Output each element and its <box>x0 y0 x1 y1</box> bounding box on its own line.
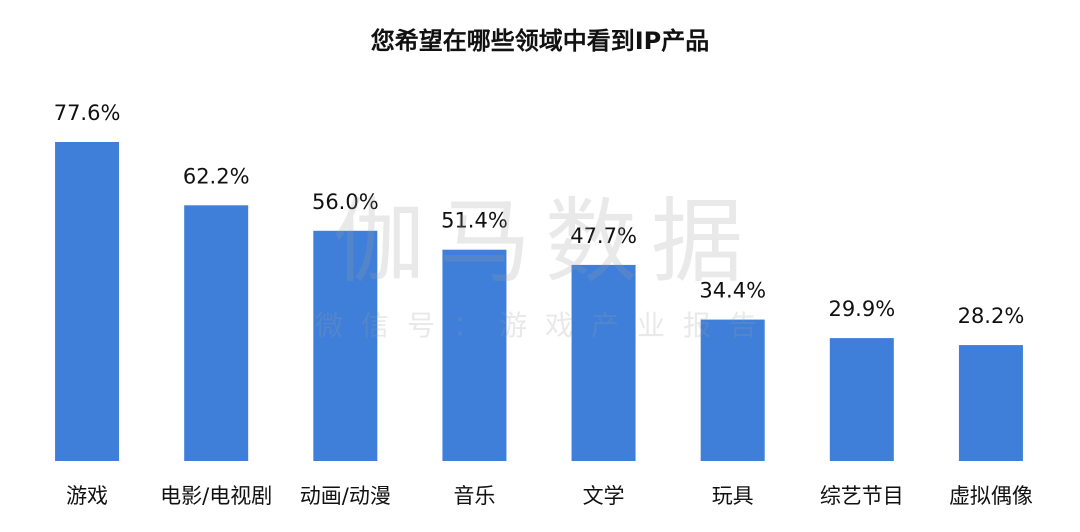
bar <box>55 142 120 461</box>
bar <box>313 230 378 461</box>
bar <box>829 338 894 461</box>
x-tick-label: 文学 <box>583 484 625 508</box>
bar <box>442 249 507 461</box>
value-label: 28.2% <box>958 304 1025 328</box>
x-tick-label: 游戏 <box>66 484 108 508</box>
x-tick-label: 动画/动漫 <box>300 484 391 508</box>
x-tick-label: 电影/电视剧 <box>160 484 272 508</box>
value-label: 34.4% <box>699 279 766 303</box>
bar <box>571 264 636 461</box>
x-tick-label: 虚拟偶像 <box>949 484 1033 508</box>
x-tick-label: 音乐 <box>453 484 495 508</box>
watermark: 伽马数据 <box>333 188 757 295</box>
value-label: 77.6% <box>54 101 121 125</box>
watermark-subtitle: 微信号：游戏产业报告 <box>315 309 775 342</box>
chart-title: 您希望在哪些领域中看到IP产品 <box>371 27 710 55</box>
bar <box>700 319 765 461</box>
value-label: 29.9% <box>828 297 895 321</box>
bar <box>958 345 1023 461</box>
bar <box>184 205 249 461</box>
x-tick-label: 玩具 <box>712 484 754 508</box>
value-label: 47.7% <box>570 224 637 248</box>
value-label: 51.4% <box>441 209 508 233</box>
x-tick-label: 综艺节目 <box>820 484 904 508</box>
value-label: 56.0% <box>312 190 379 214</box>
value-label: 62.2% <box>183 164 250 188</box>
